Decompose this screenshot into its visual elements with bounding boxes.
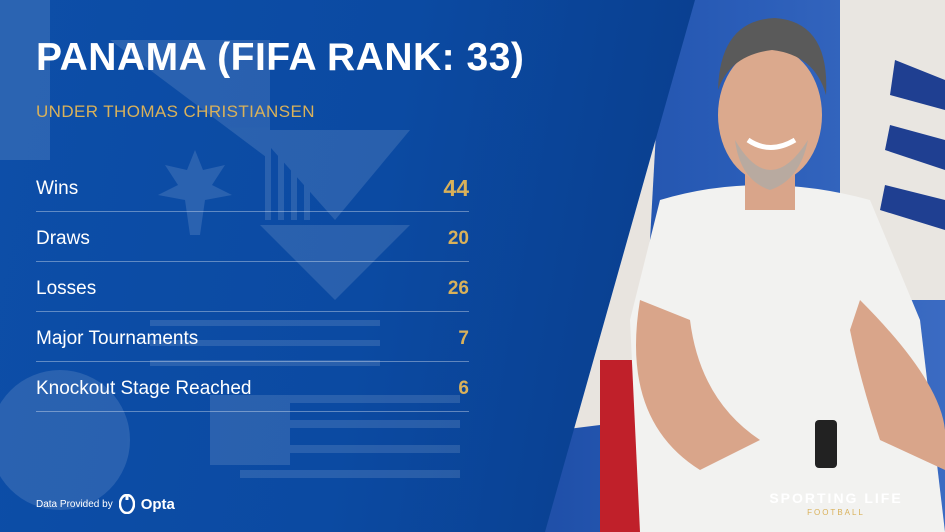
stat-value: 7 [458, 328, 469, 349]
stat-value: 44 [443, 175, 469, 201]
stat-label: Knockout Stage Reached [36, 378, 252, 399]
page-subtitle: UNDER THOMAS CHRISTIANSEN [36, 102, 315, 121]
stat-label: Losses [36, 278, 97, 299]
stat-row-knockout-stage: Knockout Stage Reached 6 [36, 362, 469, 412]
brand-sub-text: FOOTBALL [807, 508, 865, 517]
stat-row-wins: Wins 44 [36, 162, 469, 212]
stat-label: Major Tournaments [36, 328, 199, 349]
stats-table: Wins 44 Draws 20 Losses 26 Major Tournam… [36, 162, 469, 412]
stat-row-losses: Losses 26 [36, 262, 469, 312]
brand-main-text: SPORTING LIFE [769, 490, 903, 506]
stat-row-major-tournaments: Major Tournaments 7 [36, 312, 469, 362]
coach-photo [545, 0, 945, 532]
stat-value: 26 [447, 278, 469, 299]
provider-name: Opta [140, 495, 175, 513]
opta-logo-icon [118, 494, 135, 514]
data-provider-credit: Data Provided by Opta [36, 494, 175, 514]
stat-value: 20 [447, 228, 469, 249]
stat-row-draws: Draws 20 [36, 212, 469, 262]
decorative-shapes [0, 0, 460, 510]
stat-label: Draws [36, 228, 90, 249]
provided-by-text: Data Provided by [36, 498, 113, 510]
page-title: PANAMA (FIFA RANK: 33) [36, 36, 525, 79]
stat-value: 6 [458, 378, 469, 399]
sporting-life-logo: SPORTING LIFE FOOTBALL [768, 490, 904, 517]
stat-label: Wins [36, 178, 79, 199]
